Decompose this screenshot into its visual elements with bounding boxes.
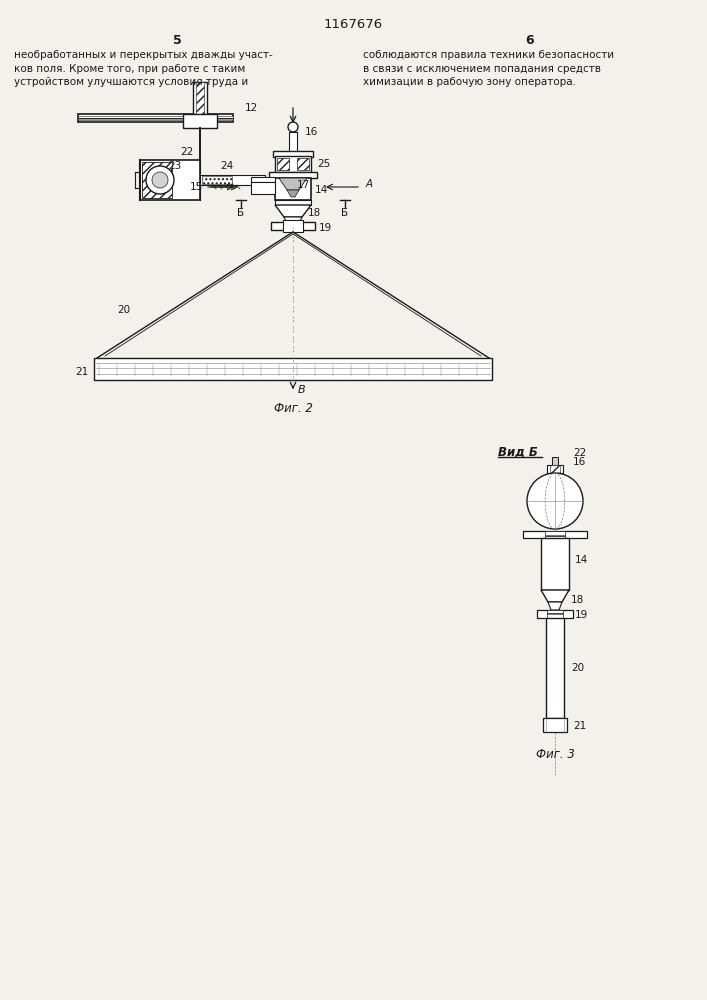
Text: Б: Б	[238, 208, 245, 218]
Text: Фиг. 3: Фиг. 3	[536, 748, 574, 760]
Bar	[547, 465, 563, 473]
Bar	[546, 618, 564, 718]
Bar	[552, 457, 558, 465]
Text: 20: 20	[571, 663, 584, 673]
Circle shape	[288, 122, 298, 132]
Text: 19: 19	[575, 610, 588, 620]
Text: 22: 22	[573, 448, 586, 458]
Text: 24: 24	[220, 161, 233, 171]
Text: Фиг. 2: Фиг. 2	[274, 401, 312, 414]
Bar	[251, 182, 275, 194]
Bar	[200, 175, 265, 185]
Text: 21: 21	[573, 721, 586, 731]
Polygon shape	[284, 217, 302, 225]
Polygon shape	[279, 178, 307, 190]
Text: 21: 21	[76, 367, 89, 377]
Text: 14: 14	[575, 555, 588, 565]
Bar	[193, 82, 207, 114]
Polygon shape	[548, 602, 562, 610]
Text: 18: 18	[571, 595, 584, 605]
Bar	[523, 531, 587, 538]
Bar	[297, 158, 309, 170]
Text: 14: 14	[315, 185, 328, 195]
Bar	[142, 162, 172, 198]
Text: 19: 19	[319, 223, 332, 233]
Bar	[283, 220, 303, 232]
Polygon shape	[541, 590, 569, 602]
Text: необработанных и перекрытых дважды участ-
ков поля. Кроме того, при работе с так: необработанных и перекрытых дважды участ…	[14, 50, 273, 87]
Text: соблюдаются правила техники безопасности
в связи с исключением попадания средств: соблюдаются правила техники безопасности…	[363, 50, 614, 87]
Text: Вид Б: Вид Б	[498, 446, 538, 458]
Text: 20: 20	[117, 305, 130, 315]
Bar	[78, 114, 233, 122]
Circle shape	[146, 166, 174, 194]
Bar	[543, 718, 567, 732]
Bar	[277, 158, 289, 170]
Bar	[537, 610, 573, 618]
Text: 12: 12	[245, 103, 258, 113]
Bar	[541, 538, 569, 590]
Circle shape	[527, 473, 583, 529]
Polygon shape	[275, 205, 311, 217]
Bar	[183, 114, 217, 128]
Text: 5: 5	[173, 33, 182, 46]
Bar	[196, 82, 204, 114]
Bar	[271, 222, 315, 230]
Text: A: A	[366, 179, 373, 189]
Bar	[269, 172, 317, 178]
Text: 25: 25	[317, 159, 330, 169]
Bar	[94, 358, 492, 380]
Bar	[78, 116, 233, 120]
Text: 17: 17	[297, 180, 310, 190]
Text: 15: 15	[189, 182, 203, 192]
Bar	[275, 200, 311, 205]
Text: 23: 23	[168, 161, 181, 171]
Bar	[289, 132, 297, 152]
Bar	[550, 465, 560, 473]
Polygon shape	[287, 190, 299, 197]
Text: 18: 18	[308, 208, 321, 218]
Bar	[251, 177, 275, 182]
Text: 6: 6	[526, 33, 534, 46]
Text: Б: Б	[341, 208, 349, 218]
Bar	[140, 160, 200, 200]
Bar	[202, 176, 232, 184]
Bar	[273, 151, 313, 157]
Circle shape	[152, 172, 168, 188]
Bar	[275, 156, 311, 172]
Text: 22: 22	[180, 147, 193, 157]
Text: 1167676: 1167676	[323, 18, 382, 31]
Bar	[275, 178, 311, 200]
Text: 16: 16	[573, 457, 586, 467]
Bar	[545, 531, 565, 538]
Text: 16: 16	[305, 127, 318, 137]
Text: В: В	[298, 385, 305, 395]
Bar	[547, 610, 563, 618]
